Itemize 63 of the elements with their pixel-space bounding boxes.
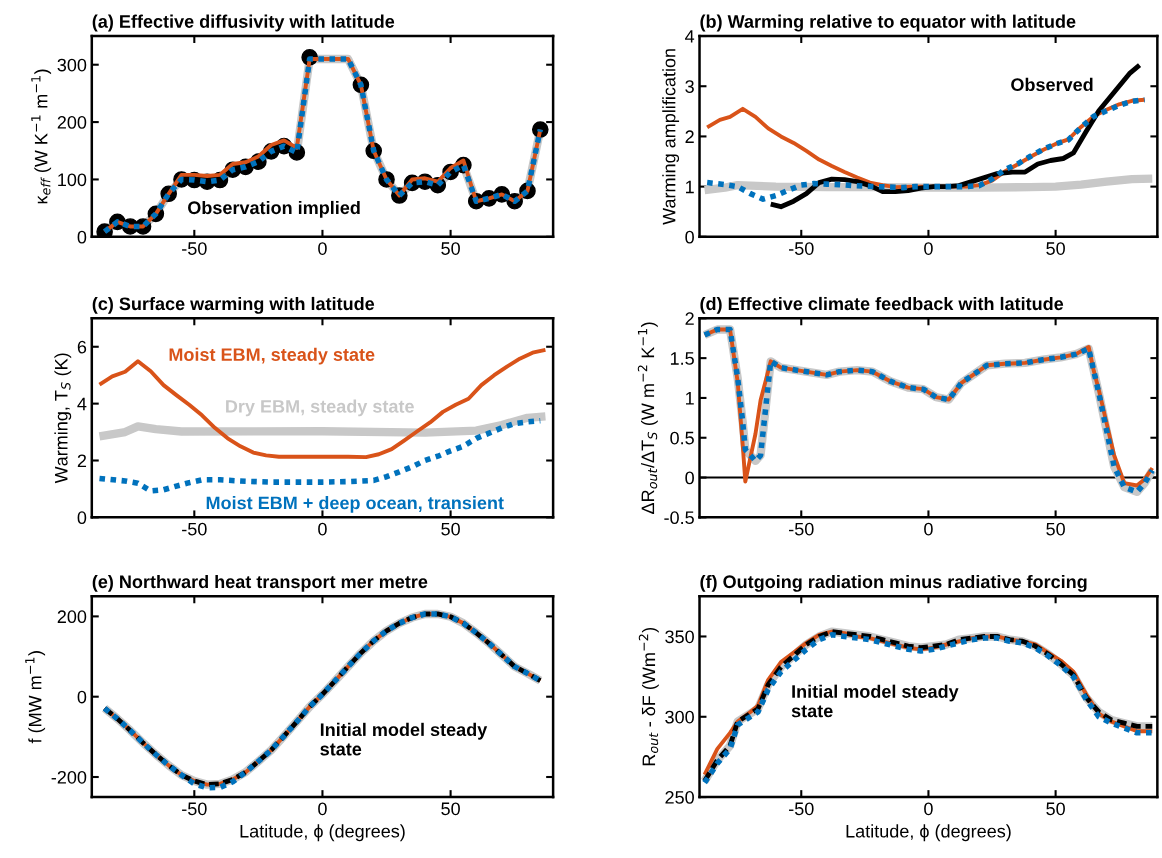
y-tick-label: 0 xyxy=(685,471,694,485)
x-tick-label: 0 xyxy=(924,522,933,536)
x-tick-label: 0 xyxy=(924,802,933,816)
y-tick-label: 200 xyxy=(57,116,87,129)
x-tick-label: -50 xyxy=(182,242,207,255)
chart-title: (f) Outgoing radiation minus radiative forcing xyxy=(700,574,1087,592)
y-tick-label: 0.5 xyxy=(670,431,694,445)
y-tick-label: -200 xyxy=(51,770,87,784)
y-tick-label: 4 xyxy=(77,397,87,411)
series-label: Moist EBM + deep ocean, transient xyxy=(206,496,504,513)
y-tick-label: 200 xyxy=(57,610,87,624)
y-axis-title: Warming, T$_{S}$ (K) xyxy=(54,353,72,484)
x-tick-label: 50 xyxy=(1046,802,1065,816)
x-axis-title: Latitude, ϕ (degrees) xyxy=(846,824,1011,842)
chart-title: (e) Northward heat transport mer metre xyxy=(92,574,428,592)
annotation: Initial model steady state xyxy=(791,684,959,718)
x-tick-label: 50 xyxy=(441,802,460,816)
y-tick-label: 3 xyxy=(685,80,694,93)
chart-title: (a) Effective diffusivity with latitude xyxy=(92,14,395,32)
x-tick-label: 50 xyxy=(441,242,460,255)
y-tick-label: 350 xyxy=(665,630,694,644)
x-axis-title: Latitude, ϕ (degrees) xyxy=(240,824,405,842)
y-tick-label: 1 xyxy=(686,392,694,405)
y-tick-label: 2 xyxy=(77,454,87,468)
chart-title: (c) Surface warming with latitude xyxy=(92,296,375,314)
x-tick-label: -50 xyxy=(182,522,207,536)
y-tick-label: 2 xyxy=(685,130,694,143)
text: ΔR$_{out}$/ΔT$_{S}$ (W m$^{−2}$ K$^{−1}$) xyxy=(637,322,658,514)
chart-title: (b) Warming relative to equator with latitude xyxy=(700,14,1076,32)
series-label: Observation implied xyxy=(188,200,360,218)
y-tick-label: 250 xyxy=(665,791,694,804)
y-tick-label: 0 xyxy=(77,690,87,704)
x-tick-label: 50 xyxy=(1046,242,1065,255)
series-label: Moist EBM, steady state xyxy=(169,347,375,365)
x-tick-label: 0 xyxy=(318,242,327,255)
y-axis-title: f (MW m$^{−1}$) xyxy=(25,651,46,744)
x-tick-label: -50 xyxy=(789,242,814,255)
x-tick-label: -50 xyxy=(789,802,814,816)
y-axis-title: R$_{out}$ - δF (Wm$^{−2}$) xyxy=(638,627,659,766)
x-tick-label: -50 xyxy=(182,802,207,816)
y-tick-label: 0 xyxy=(77,511,87,525)
x-tick-label: 50 xyxy=(1046,522,1065,536)
annotation: Initial model steady state xyxy=(320,722,488,756)
y-tick-label: 2 xyxy=(685,312,694,325)
x-tick-label: 0 xyxy=(318,802,327,816)
x-tick-label: 0 xyxy=(318,522,327,536)
y-tick-label: 1 xyxy=(686,180,694,194)
y-axis-title: κ$_{eff}$ (W K$^{−1}$ m$^{−1}$) xyxy=(31,69,52,204)
x-tick-label: 0 xyxy=(924,242,933,255)
series-label: Observed xyxy=(1011,77,1093,92)
x-tick-label: 50 xyxy=(441,522,460,536)
y-tick-label: 300 xyxy=(665,710,694,724)
chart-title: (d) Effective climate feedback with latitude xyxy=(700,296,1064,314)
y-tick-label: 4 xyxy=(685,30,695,43)
y-tick-label: -0.5 xyxy=(664,511,694,525)
y-tick-label: 6 xyxy=(77,340,87,354)
y-tick-label: 0 xyxy=(685,230,694,244)
y-tick-label: 300 xyxy=(57,58,87,72)
y-tick-label: 100 xyxy=(58,173,87,187)
y-tick-label: 1.5 xyxy=(670,352,694,365)
y-axis-title: Warming amplification xyxy=(662,49,680,225)
y-tick-label: 0 xyxy=(77,230,87,244)
x-tick-label: -50 xyxy=(789,522,814,536)
